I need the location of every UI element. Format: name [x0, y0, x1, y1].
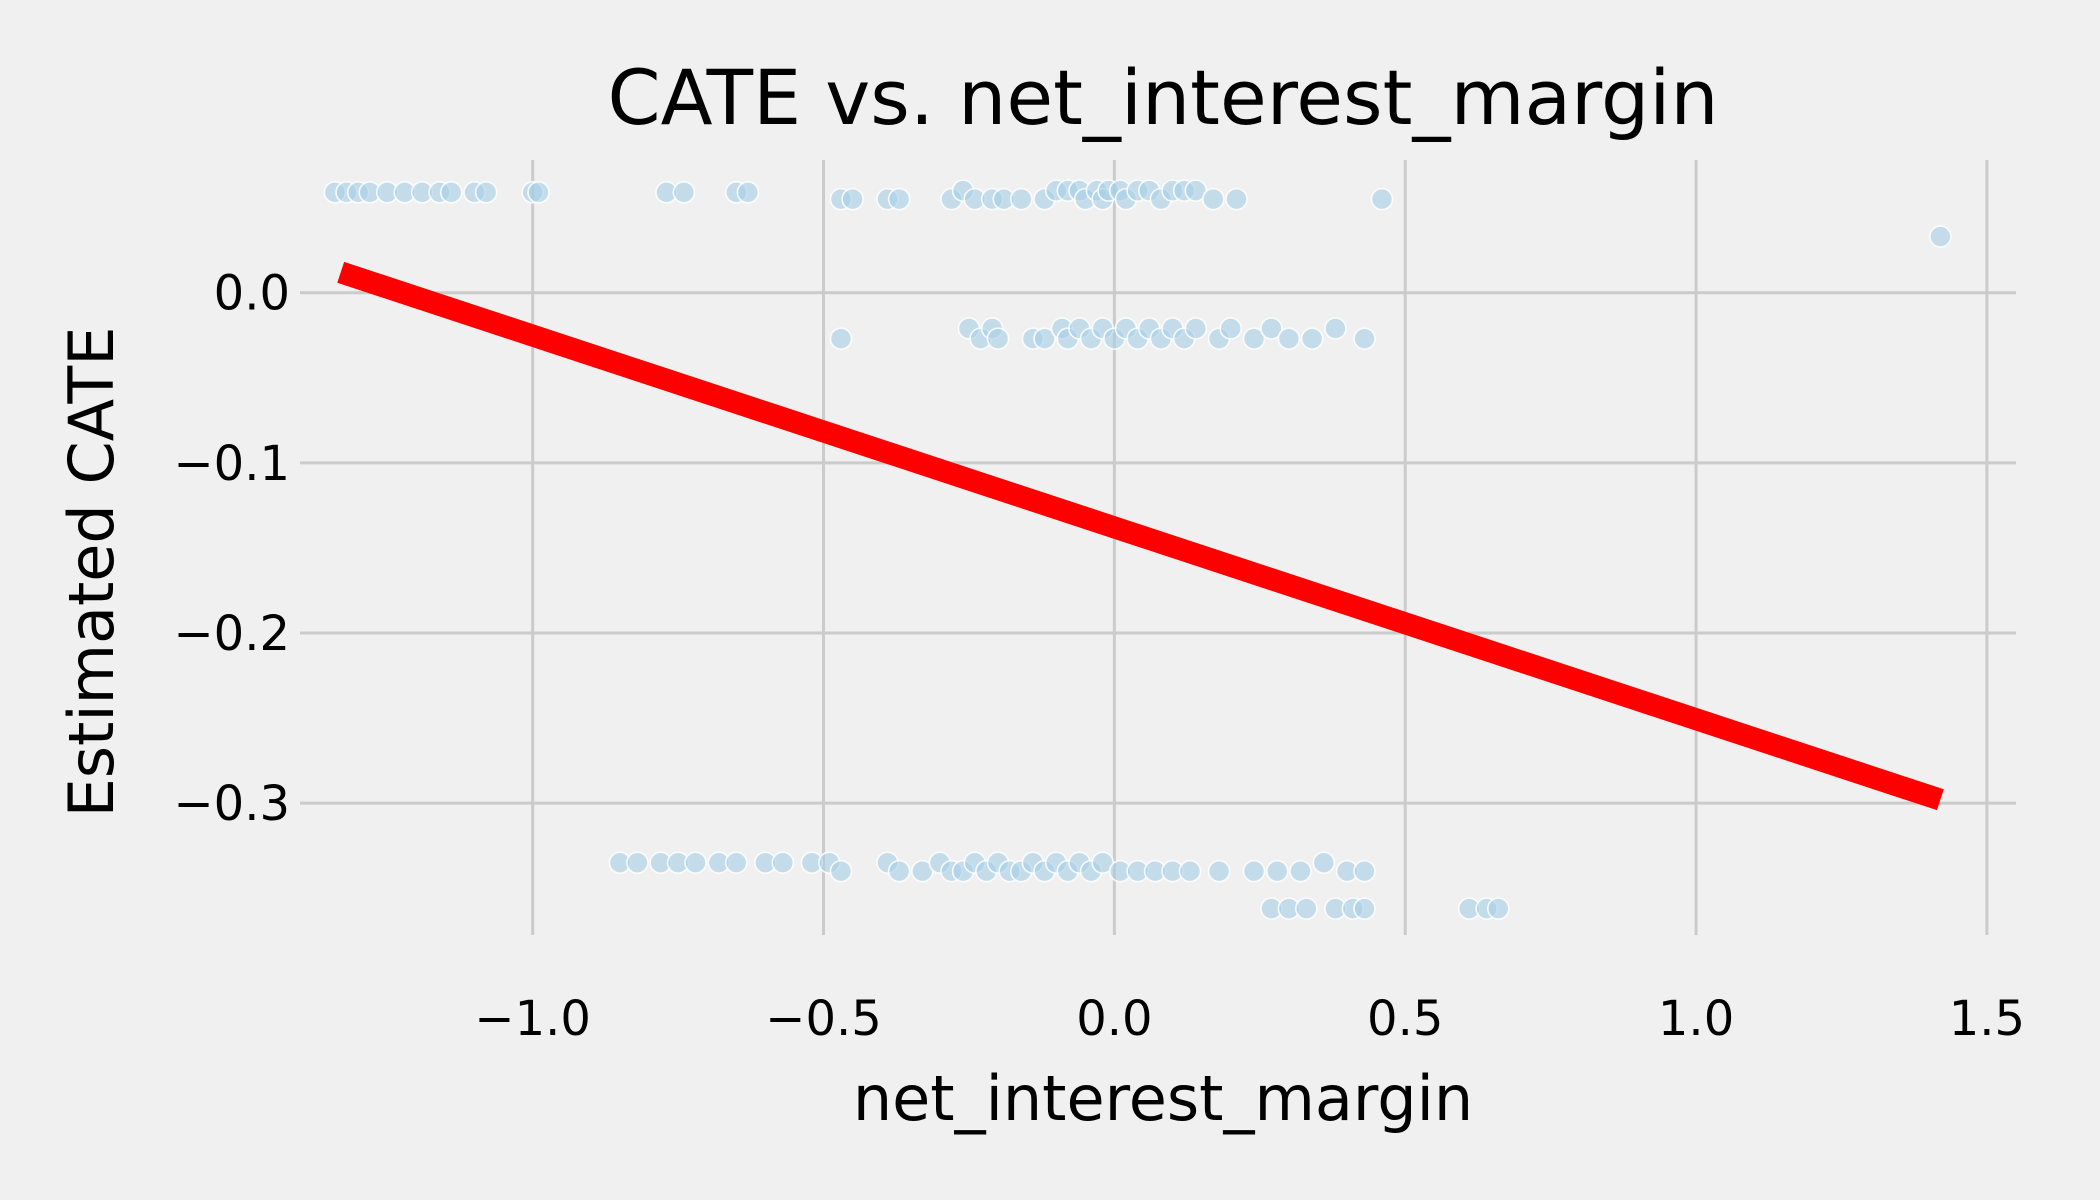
data-point [1353, 327, 1376, 350]
data-point [986, 327, 1010, 350]
tick-labels: −1.0 −0.5 0.0 0.5 1.0 1.5 0.0 −0.1 −0.2 −0.3 [173, 266, 2025, 1047]
data-point [1225, 187, 1248, 211]
data-point [1324, 317, 1347, 340]
y-tick-label: 0.0 [214, 266, 290, 322]
data-point [1295, 897, 1318, 920]
scatter-points [323, 179, 1952, 920]
grid-lines [300, 160, 2016, 935]
x-axis-label: net_interest_margin [853, 1062, 1473, 1135]
data-point [1219, 317, 1243, 340]
data-point [1289, 859, 1312, 883]
data-point [527, 181, 550, 204]
data-point [736, 181, 760, 204]
y-tick-label: −0.2 [173, 606, 290, 662]
data-point [1260, 317, 1283, 340]
y-tick-label: −0.1 [173, 436, 290, 492]
x-tick-label: 0.5 [1367, 991, 1443, 1047]
data-point [1486, 897, 1510, 920]
data-point [1312, 851, 1336, 874]
x-tick-label: −1.0 [474, 991, 591, 1047]
data-point [1265, 859, 1289, 883]
data-point [1353, 859, 1376, 883]
fit-line-group [337, 261, 1944, 811]
data-point [626, 851, 649, 874]
data-point [1207, 859, 1231, 883]
data-point [1184, 317, 1208, 340]
data-point [829, 859, 853, 883]
data-point [672, 181, 696, 204]
data-point [1201, 187, 1225, 211]
data-point [1242, 859, 1266, 883]
data-point [1929, 225, 1952, 248]
data-point [887, 187, 911, 211]
data-point [1353, 897, 1376, 920]
data-point [724, 851, 748, 874]
chart-title: CATE vs. net_interest_margin [608, 53, 1719, 142]
data-point [474, 181, 498, 204]
data-point [439, 181, 463, 204]
x-tick-label: 1.5 [1949, 991, 2025, 1047]
data-point [1242, 327, 1266, 350]
data-point [771, 851, 795, 874]
data-point [1370, 187, 1394, 211]
data-point [1300, 327, 1324, 350]
x-tick-label: −0.5 [765, 991, 882, 1047]
data-point [1010, 187, 1033, 211]
data-point [1277, 327, 1301, 350]
y-tick-label: −0.3 [173, 776, 290, 832]
x-tick-label: 1.0 [1658, 991, 1734, 1047]
data-point [1178, 859, 1202, 883]
y-axis-label: Estimated CATE [55, 327, 128, 818]
data-point [887, 859, 911, 883]
data-point [684, 851, 707, 874]
data-point [841, 187, 864, 211]
x-tick-label: 0.0 [1076, 991, 1152, 1047]
data-point [829, 327, 853, 350]
regression-line [337, 261, 1944, 811]
data-point [1033, 327, 1056, 350]
